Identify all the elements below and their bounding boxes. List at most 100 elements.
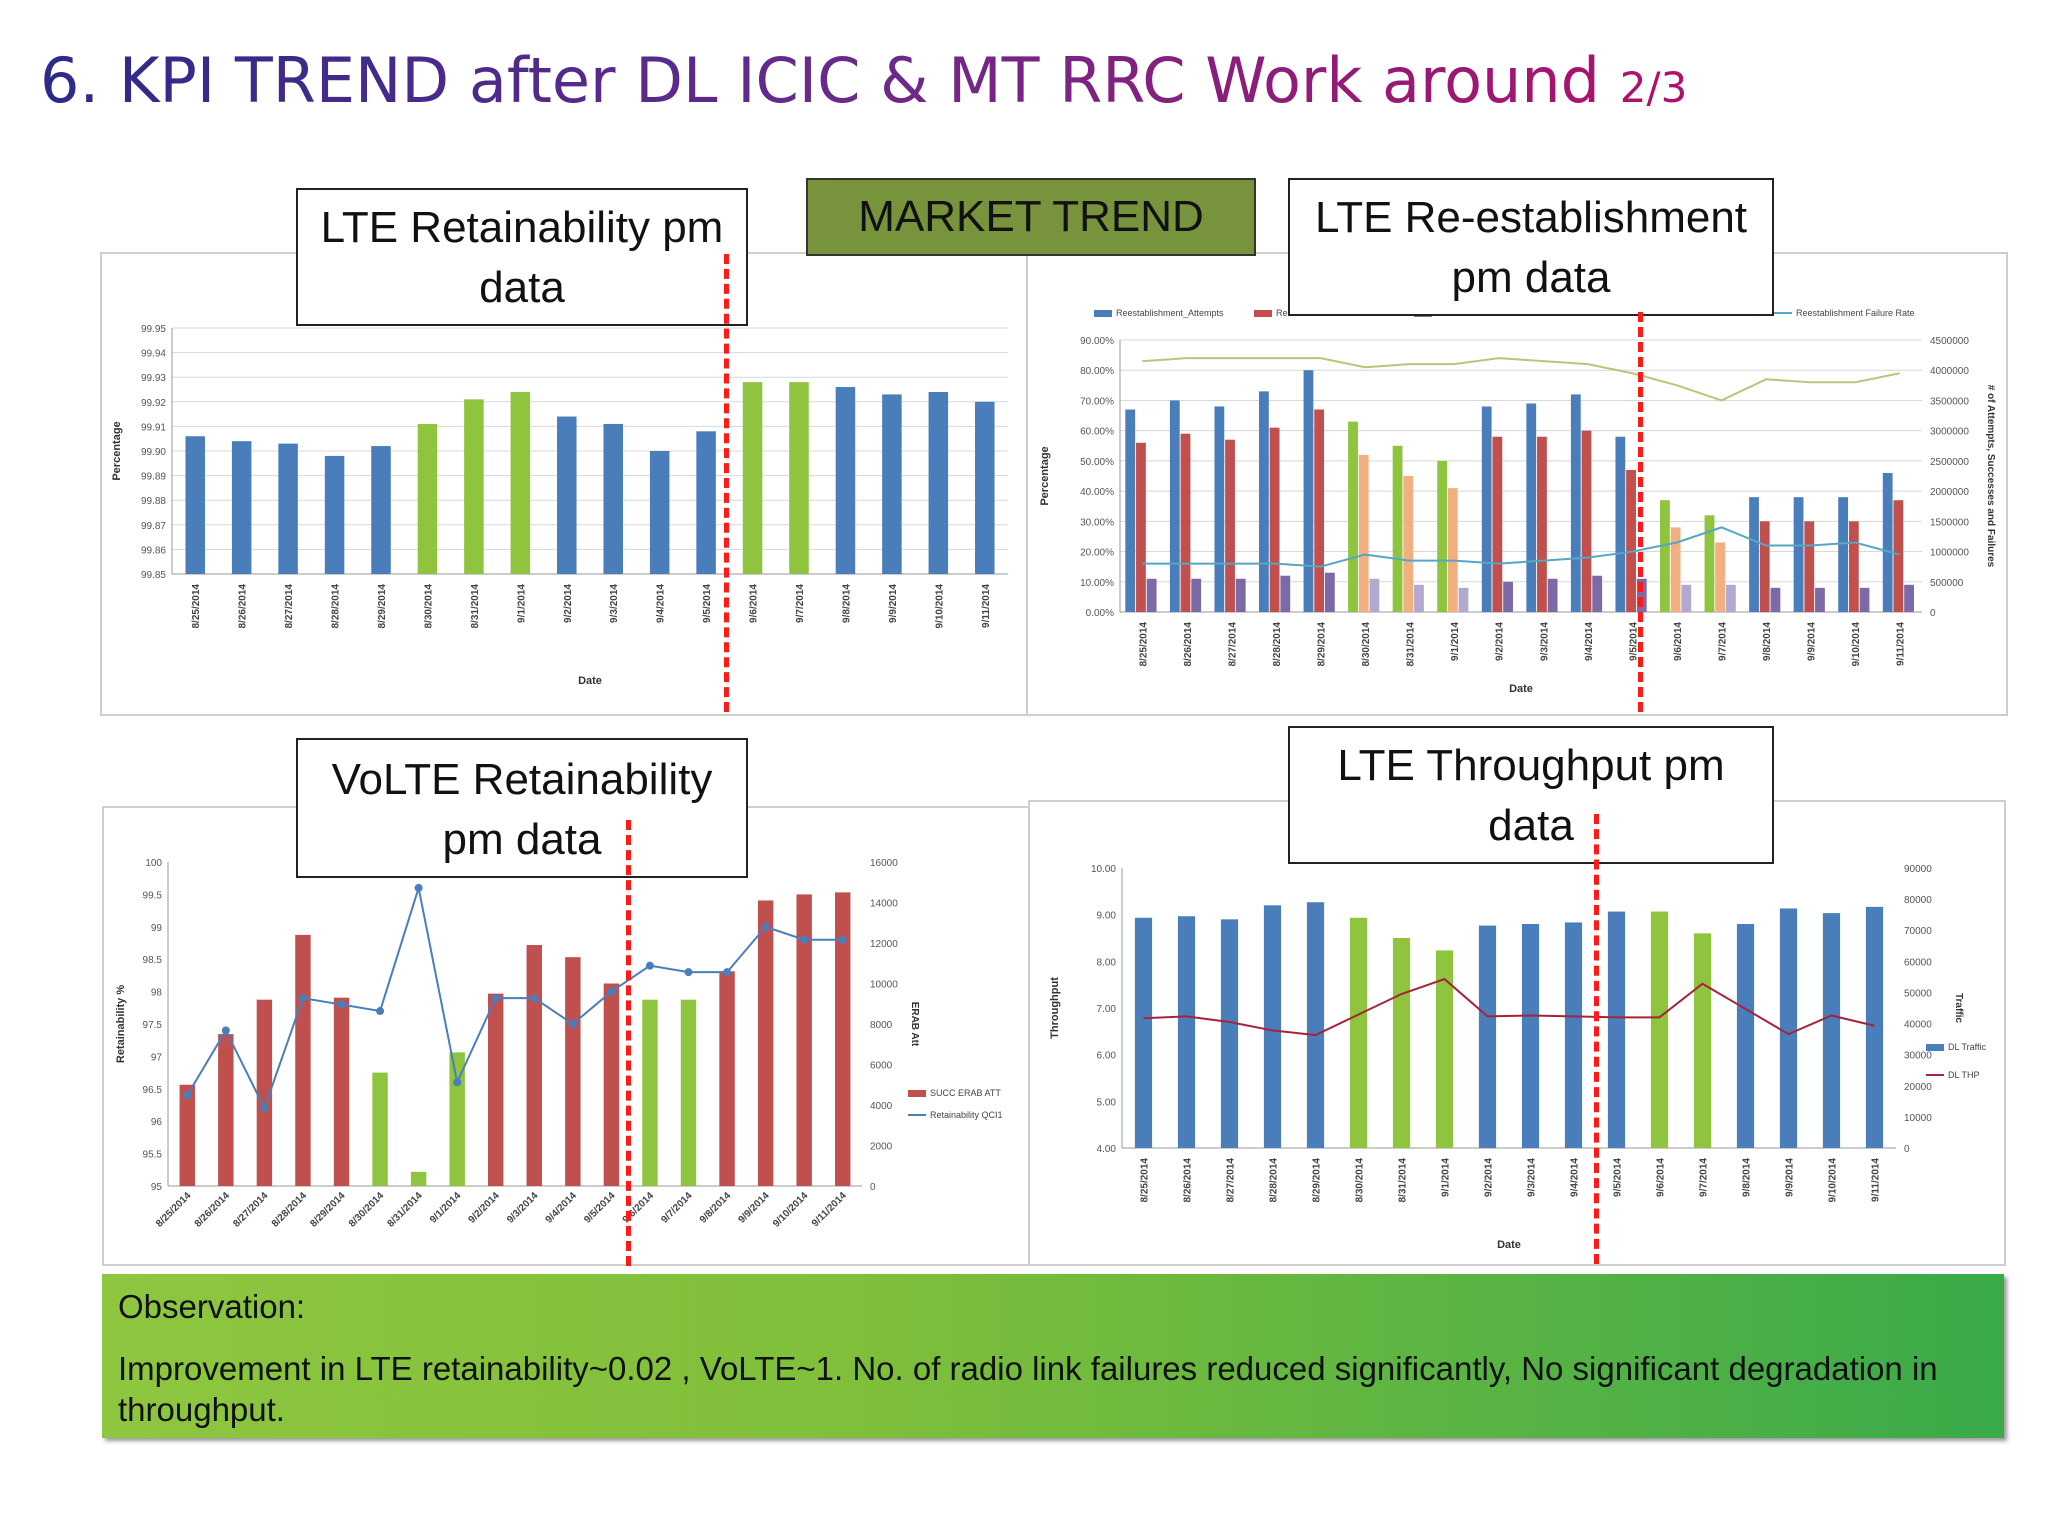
x-tick-label: 8/31/2014 — [385, 1190, 425, 1230]
bar — [1180, 433, 1191, 612]
y2-tick-label: 30000 — [1904, 1051, 1932, 1062]
y-tick-label: 96 — [151, 1117, 163, 1128]
bar — [1191, 578, 1202, 612]
x-tick-label: 8/30/2014 — [347, 1190, 387, 1230]
x-tick-label: 8/29/2014 — [308, 1190, 348, 1230]
bar — [295, 934, 311, 1186]
bar — [796, 894, 812, 1186]
x-tick-label: 9/8/2014 — [1742, 1158, 1753, 1197]
series-point — [298, 994, 307, 1003]
x-tick-label: 9/1/2014 — [428, 1190, 464, 1226]
y2-tick-label: 60000 — [1904, 957, 1932, 968]
bar — [1779, 908, 1798, 1148]
y-tick-label: 20.00% — [1080, 548, 1114, 559]
series-point — [530, 994, 539, 1003]
y-tick-label: 99.88 — [141, 496, 166, 507]
bar — [1838, 497, 1849, 612]
bar — [1478, 925, 1497, 1148]
y-axis-label: Percentage — [1039, 446, 1051, 505]
y-tick-label: 70.00% — [1080, 396, 1114, 407]
y-tick-label: 98 — [151, 988, 163, 999]
bar — [1704, 515, 1715, 612]
y-tick-label: 99 — [151, 923, 163, 934]
lte-retainability-chart: Retainability99.9599.9499.9399.9299.9199… — [100, 252, 1030, 716]
bar — [1670, 527, 1681, 612]
y2-tick-label: 4500000 — [1930, 336, 1969, 347]
bar — [1146, 578, 1157, 612]
bar — [1324, 572, 1335, 612]
x-tick-label: 9/3/2014 — [505, 1190, 541, 1226]
series-point — [453, 1078, 462, 1087]
y-tick-label: 80.00% — [1080, 366, 1114, 377]
bar — [1259, 391, 1269, 612]
bar — [1403, 476, 1414, 612]
x-tick-label: 9/7/2014 — [659, 1190, 695, 1226]
series-line — [1142, 357, 1900, 402]
callout-lte-reestablishment: LTE Re-establishment pm data — [1288, 178, 1774, 316]
bar — [1392, 938, 1411, 1148]
x-tick-label: 8/31/2014 — [1398, 1158, 1409, 1203]
x-tick-label: 8/26/2014 — [238, 584, 249, 629]
bar — [1822, 913, 1841, 1148]
y2-tick-label: 90000 — [1904, 864, 1932, 875]
x-tick-label: 9/5/2014 — [582, 1190, 618, 1226]
x-tick-label: 9/1/2014 — [1450, 622, 1461, 661]
x-tick-label: 9/6/2014 — [749, 584, 760, 623]
bar — [1526, 403, 1537, 612]
bar — [1503, 581, 1513, 612]
y-tick-label: 99.92 — [141, 398, 166, 409]
x-tick-label: 9/3/2014 — [1539, 622, 1550, 661]
chart-svg: DL Throughput10.009.008.007.006.005.004.… — [1049, 824, 1987, 1251]
volte-retainability-chart: Retainability10099.59998.59897.59796.596… — [102, 806, 1032, 1266]
bar — [1220, 919, 1239, 1148]
y2-tick-label: 2000000 — [1930, 487, 1969, 498]
series-point — [761, 922, 770, 931]
x-tick-label: 8/27/2014 — [1226, 1158, 1237, 1203]
series-point — [838, 935, 847, 944]
y-tick-label: 100 — [145, 858, 162, 869]
bar — [1882, 472, 1893, 612]
x-tick-label: 8/29/2014 — [1317, 622, 1328, 667]
x-tick-label: 8/30/2014 — [1361, 622, 1372, 667]
x-tick-label: 8/27/2014 — [284, 584, 295, 629]
bar — [603, 983, 620, 1186]
bar — [1348, 421, 1358, 612]
bar — [1492, 436, 1503, 612]
y-tick-label: 60.00% — [1080, 427, 1114, 438]
bar — [231, 441, 252, 574]
x-tick-label: 9/9/2014 — [888, 584, 899, 623]
bar — [218, 1034, 234, 1186]
bar — [1235, 578, 1246, 612]
y-tick-label: 99.93 — [141, 373, 166, 384]
x-tick-label: 9/5/2014 — [702, 584, 713, 623]
x-tick-label: 9/5/2014 — [1628, 622, 1639, 661]
bar — [649, 451, 670, 574]
bar — [975, 401, 995, 574]
x-axis-label: Date — [578, 675, 602, 687]
chart-svg: Retainability10099.59998.59897.59796.596… — [115, 822, 1003, 1230]
x-tick-label: 9/7/2014 — [795, 584, 806, 623]
bar — [371, 446, 391, 574]
y2-axis-label: ERAB Att — [909, 1002, 920, 1047]
slide-page-indicator: 2/3 — [1619, 63, 1688, 112]
x-tick-label: 9/9/2014 — [1807, 622, 1818, 661]
x-tick-label: 8/28/2014 — [270, 1190, 310, 1230]
x-tick-label: 9/7/2014 — [1699, 1158, 1710, 1197]
bar — [1848, 521, 1859, 612]
y-tick-label: 99.87 — [141, 521, 166, 532]
bar — [1570, 394, 1581, 612]
bar — [1749, 497, 1759, 612]
series-point — [414, 883, 423, 892]
x-tick-label: 8/25/2014 — [1140, 1158, 1151, 1203]
x-tick-label: 9/4/2014 — [1570, 1158, 1581, 1197]
bar — [928, 391, 949, 574]
bar — [1437, 460, 1448, 612]
y-tick-label: 99.85 — [141, 570, 166, 581]
bar — [1607, 911, 1626, 1148]
bar — [324, 455, 345, 574]
y-tick-label: 40.00% — [1080, 487, 1114, 498]
y-tick-label: 5.00 — [1097, 1097, 1117, 1108]
bar — [742, 382, 763, 574]
callout-lte-throughput: LTE Throughput pm data — [1288, 726, 1774, 864]
x-tick-label: 8/31/2014 — [1406, 622, 1417, 667]
